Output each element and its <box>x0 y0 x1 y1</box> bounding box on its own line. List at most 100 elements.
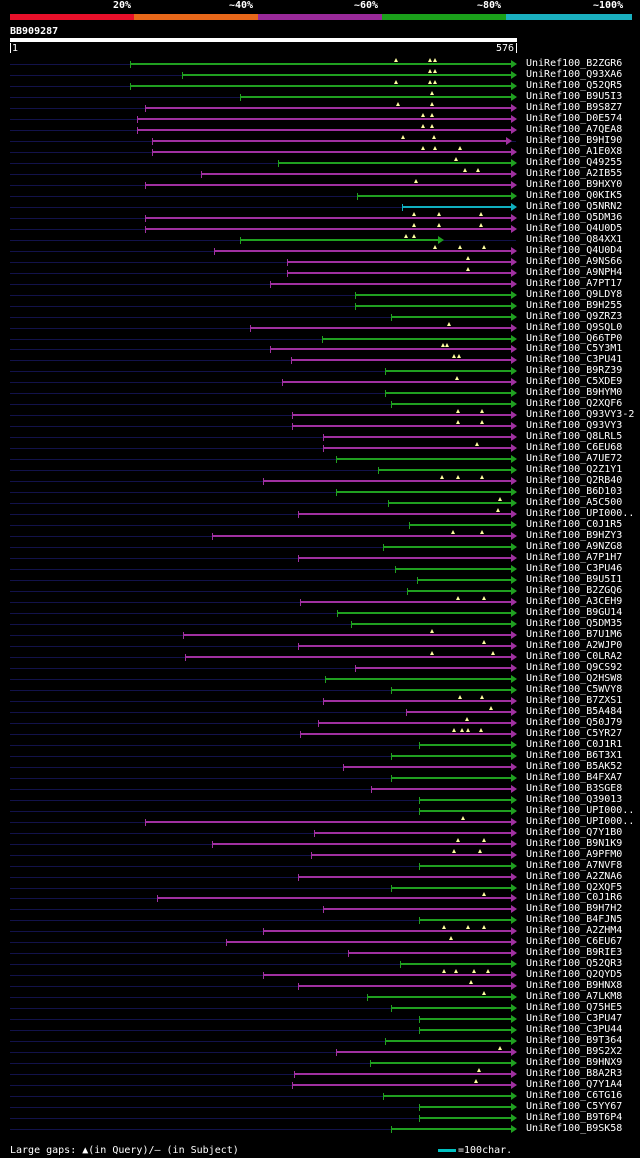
hit-label[interactable]: UniRef100_C0J1R5 <box>526 519 623 530</box>
hit-label[interactable]: UniRef100_Q7Y1A4 <box>526 1079 623 1090</box>
hit-label[interactable]: UniRef100_Q2XQF6 <box>526 398 623 409</box>
hit-alignment-bar[interactable] <box>367 996 512 998</box>
hit-alignment-bar[interactable] <box>300 601 512 603</box>
query-id[interactable]: BB909287 <box>10 26 59 37</box>
hit-alignment-bar[interactable] <box>287 261 512 263</box>
hit-alignment-bar[interactable] <box>419 1117 512 1119</box>
hit-alignment-bar[interactable] <box>385 1040 512 1042</box>
hit-label[interactable]: UniRef100_B2ZGR6 <box>526 58 623 69</box>
hit-alignment-bar[interactable] <box>145 184 512 186</box>
hit-label[interactable]: UniRef100_B3SGE8 <box>526 783 623 794</box>
hit-alignment-bar[interactable] <box>183 634 512 636</box>
hit-alignment-bar[interactable] <box>318 722 512 724</box>
hit-alignment-bar[interactable] <box>298 645 512 647</box>
hit-alignment-bar[interactable] <box>145 228 512 230</box>
hit-alignment-bar[interactable] <box>325 678 512 680</box>
hit-alignment-bar[interactable] <box>419 810 512 812</box>
hit-alignment-bar[interactable] <box>292 1084 512 1086</box>
hit-alignment-bar[interactable] <box>355 667 512 669</box>
hit-alignment-bar[interactable] <box>322 338 512 340</box>
hit-label[interactable]: UniRef100_C6TG16 <box>526 1090 623 1101</box>
hit-alignment-bar[interactable] <box>400 963 512 965</box>
hit-alignment-bar[interactable] <box>145 107 512 109</box>
hit-alignment-bar[interactable] <box>406 711 512 713</box>
hit-label[interactable]: UniRef100_C5YR27 <box>526 728 623 739</box>
hit-label[interactable]: UniRef100_Q9SQL0 <box>526 322 623 333</box>
hit-label[interactable]: UniRef100_A2IB55 <box>526 168 623 179</box>
hit-label[interactable]: UniRef100_B9H255 <box>526 300 623 311</box>
hit-alignment-bar[interactable] <box>391 316 512 318</box>
hit-label[interactable]: UniRef100_B9HNX8 <box>526 980 623 991</box>
hit-alignment-bar[interactable] <box>336 458 512 460</box>
hit-alignment-bar[interactable] <box>130 63 512 65</box>
hit-label[interactable]: UniRef100_A3CEH9 <box>526 596 623 607</box>
hit-alignment-bar[interactable] <box>152 140 507 142</box>
hit-alignment-bar[interactable] <box>240 96 512 98</box>
hit-label[interactable]: UniRef100_Q75HE5 <box>526 1002 623 1013</box>
hit-label[interactable]: UniRef100_Q9ZRZ3 <box>526 311 623 322</box>
hit-alignment-bar[interactable] <box>298 513 512 515</box>
hit-alignment-bar[interactable] <box>391 689 512 691</box>
hit-alignment-bar[interactable] <box>270 283 512 285</box>
hit-label[interactable]: UniRef100_Q84XX1 <box>526 234 623 245</box>
hit-label[interactable]: UniRef100_Q66TP0 <box>526 333 623 344</box>
hit-label[interactable]: UniRef100_C3PU44 <box>526 1024 623 1035</box>
hit-label[interactable]: UniRef100_A1E0X8 <box>526 146 623 157</box>
hit-alignment-bar[interactable] <box>355 305 512 307</box>
hit-alignment-bar[interactable] <box>240 239 439 241</box>
hit-alignment-bar[interactable] <box>355 294 512 296</box>
hit-label[interactable]: UniRef100_B9S8Z7 <box>526 102 623 113</box>
hit-alignment-bar[interactable] <box>323 908 512 910</box>
hit-label[interactable]: UniRef100_B4FXA7 <box>526 772 623 783</box>
hit-label[interactable]: UniRef100_B4FJN5 <box>526 914 623 925</box>
hit-label[interactable]: UniRef100_C5Y3M1 <box>526 343 623 354</box>
hit-alignment-bar[interactable] <box>385 392 512 394</box>
hit-alignment-bar[interactable] <box>391 1007 512 1009</box>
hit-label[interactable]: UniRef100_B2ZGQ6 <box>526 585 623 596</box>
hit-alignment-bar[interactable] <box>130 85 512 87</box>
hit-label[interactable]: UniRef100_B9T6P4 <box>526 1112 623 1123</box>
hit-label[interactable]: UniRef100_C0J1R1 <box>526 739 623 750</box>
hit-label[interactable]: UniRef100_Q52QR3 <box>526 958 623 969</box>
hit-alignment-bar[interactable] <box>343 766 512 768</box>
hit-alignment-bar[interactable] <box>291 359 512 361</box>
hit-alignment-bar[interactable] <box>337 612 512 614</box>
hit-label[interactable]: UniRef100_UPI000.. <box>526 508 635 519</box>
hit-alignment-bar[interactable] <box>378 469 512 471</box>
hit-label[interactable]: UniRef100_Q2RB40 <box>526 475 623 486</box>
hit-label[interactable]: UniRef100_C3PU47 <box>526 1013 623 1024</box>
hit-label[interactable]: UniRef100_B9T364 <box>526 1035 623 1046</box>
hit-label[interactable]: UniRef100_Q50J79 <box>526 717 623 728</box>
hit-label[interactable]: UniRef100_Q0KIK5 <box>526 190 623 201</box>
hit-alignment-bar[interactable] <box>419 1029 512 1031</box>
hit-alignment-bar[interactable] <box>351 623 512 625</box>
hit-label[interactable]: UniRef100_A7QEA8 <box>526 124 623 135</box>
hit-alignment-bar[interactable] <box>385 370 512 372</box>
hit-label[interactable]: UniRef100_B6D103 <box>526 486 623 497</box>
hit-label[interactable]: UniRef100_A5C500 <box>526 497 623 508</box>
hit-label[interactable]: UniRef100_B7ZXS1 <box>526 695 623 706</box>
hit-alignment-bar[interactable] <box>287 272 512 274</box>
hit-label[interactable]: UniRef100_UPI000.. <box>526 805 635 816</box>
hit-label[interactable]: UniRef100_Q49255 <box>526 157 623 168</box>
hit-label[interactable]: UniRef100_A7LKM8 <box>526 991 623 1002</box>
hit-alignment-bar[interactable] <box>419 1106 512 1108</box>
hit-alignment-bar[interactable] <box>391 777 512 779</box>
hit-alignment-bar[interactable] <box>391 1128 512 1130</box>
hit-label[interactable]: UniRef100_Q5DM36 <box>526 212 623 223</box>
hit-label[interactable]: UniRef100_C5YY67 <box>526 1101 623 1112</box>
hit-label[interactable]: UniRef100_B9GU14 <box>526 607 623 618</box>
hit-alignment-bar[interactable] <box>137 118 512 120</box>
hit-label[interactable]: UniRef100_A2ZNA6 <box>526 871 623 882</box>
hit-label[interactable]: UniRef100_Q5DM35 <box>526 618 623 629</box>
hit-label[interactable]: UniRef100_B9RIE3 <box>526 947 623 958</box>
hit-label[interactable]: UniRef100_A7UE72 <box>526 453 623 464</box>
hit-label[interactable]: UniRef100_A2ZHM4 <box>526 925 623 936</box>
hit-alignment-bar[interactable] <box>348 952 512 954</box>
hit-label[interactable]: UniRef100_B9HXY0 <box>526 179 623 190</box>
hit-alignment-bar[interactable] <box>270 348 512 350</box>
hit-label[interactable]: UniRef100_B9HYM0 <box>526 387 623 398</box>
hit-alignment-bar[interactable] <box>250 327 512 329</box>
hit-alignment-bar[interactable] <box>323 447 512 449</box>
hit-label[interactable]: UniRef100_C6EU68 <box>526 442 623 453</box>
